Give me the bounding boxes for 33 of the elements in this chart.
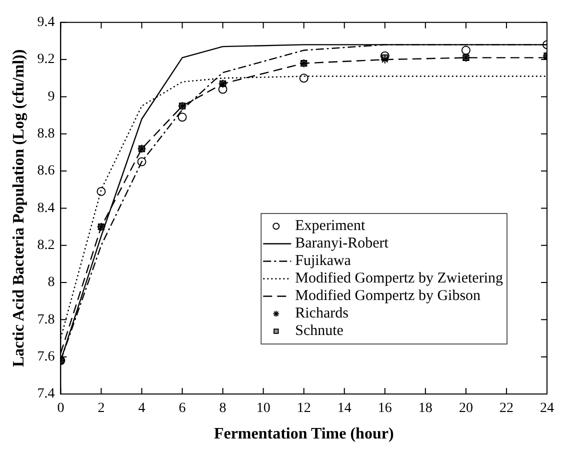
legend-label: Fujikawa bbox=[295, 253, 352, 270]
x-tick-label: 0 bbox=[57, 401, 64, 416]
x-tick-label: 14 bbox=[337, 401, 352, 416]
x-axis-title: Fermentation Time (hour) bbox=[214, 426, 394, 443]
y-tick-label: 8.8 bbox=[37, 126, 55, 142]
legend-label: Modified Gompertz by Zwietering bbox=[295, 270, 504, 287]
legend-label: Experiment bbox=[295, 218, 366, 234]
legend-label: Richards bbox=[295, 306, 349, 322]
y-tick-label: 8.6 bbox=[37, 164, 55, 179]
y-tick-label: 7.8 bbox=[37, 312, 55, 328]
x-tick-label: 6 bbox=[178, 401, 186, 416]
x-tick-label: 4 bbox=[138, 401, 146, 416]
legend-label: Schnute bbox=[295, 323, 344, 340]
y-tick-label: 9.4 bbox=[37, 15, 55, 30]
x-tick-label: 22 bbox=[499, 401, 514, 416]
y-tick-label: 7.6 bbox=[37, 350, 55, 365]
x-tick-label: 16 bbox=[378, 401, 392, 416]
legend-label: Baranyi-Robert bbox=[295, 236, 390, 252]
y-axis-title: Lactic Acid Bacteria Population (Log (cfu/ml)) bbox=[10, 49, 28, 368]
x-tick-label: 12 bbox=[296, 401, 311, 416]
x-tick-label: 10 bbox=[256, 401, 270, 416]
y-tick-label: 8.4 bbox=[37, 200, 55, 216]
x-tick-label: 20 bbox=[458, 401, 473, 416]
y-tick-label: 8.2 bbox=[37, 238, 55, 254]
x-tick-label: 24 bbox=[540, 401, 554, 416]
x-tick-label: 2 bbox=[98, 401, 105, 416]
y-tick-label: 9 bbox=[48, 89, 55, 104]
y-tick-label: 9.2 bbox=[37, 52, 55, 68]
y-tick-label: 8 bbox=[48, 275, 55, 290]
legend-label: Modified Gompertz by Gibson bbox=[295, 288, 482, 304]
x-tick-label: 8 bbox=[219, 401, 226, 416]
y-tick-label: 7.4 bbox=[37, 386, 55, 402]
x-tick-label: 18 bbox=[418, 401, 432, 416]
